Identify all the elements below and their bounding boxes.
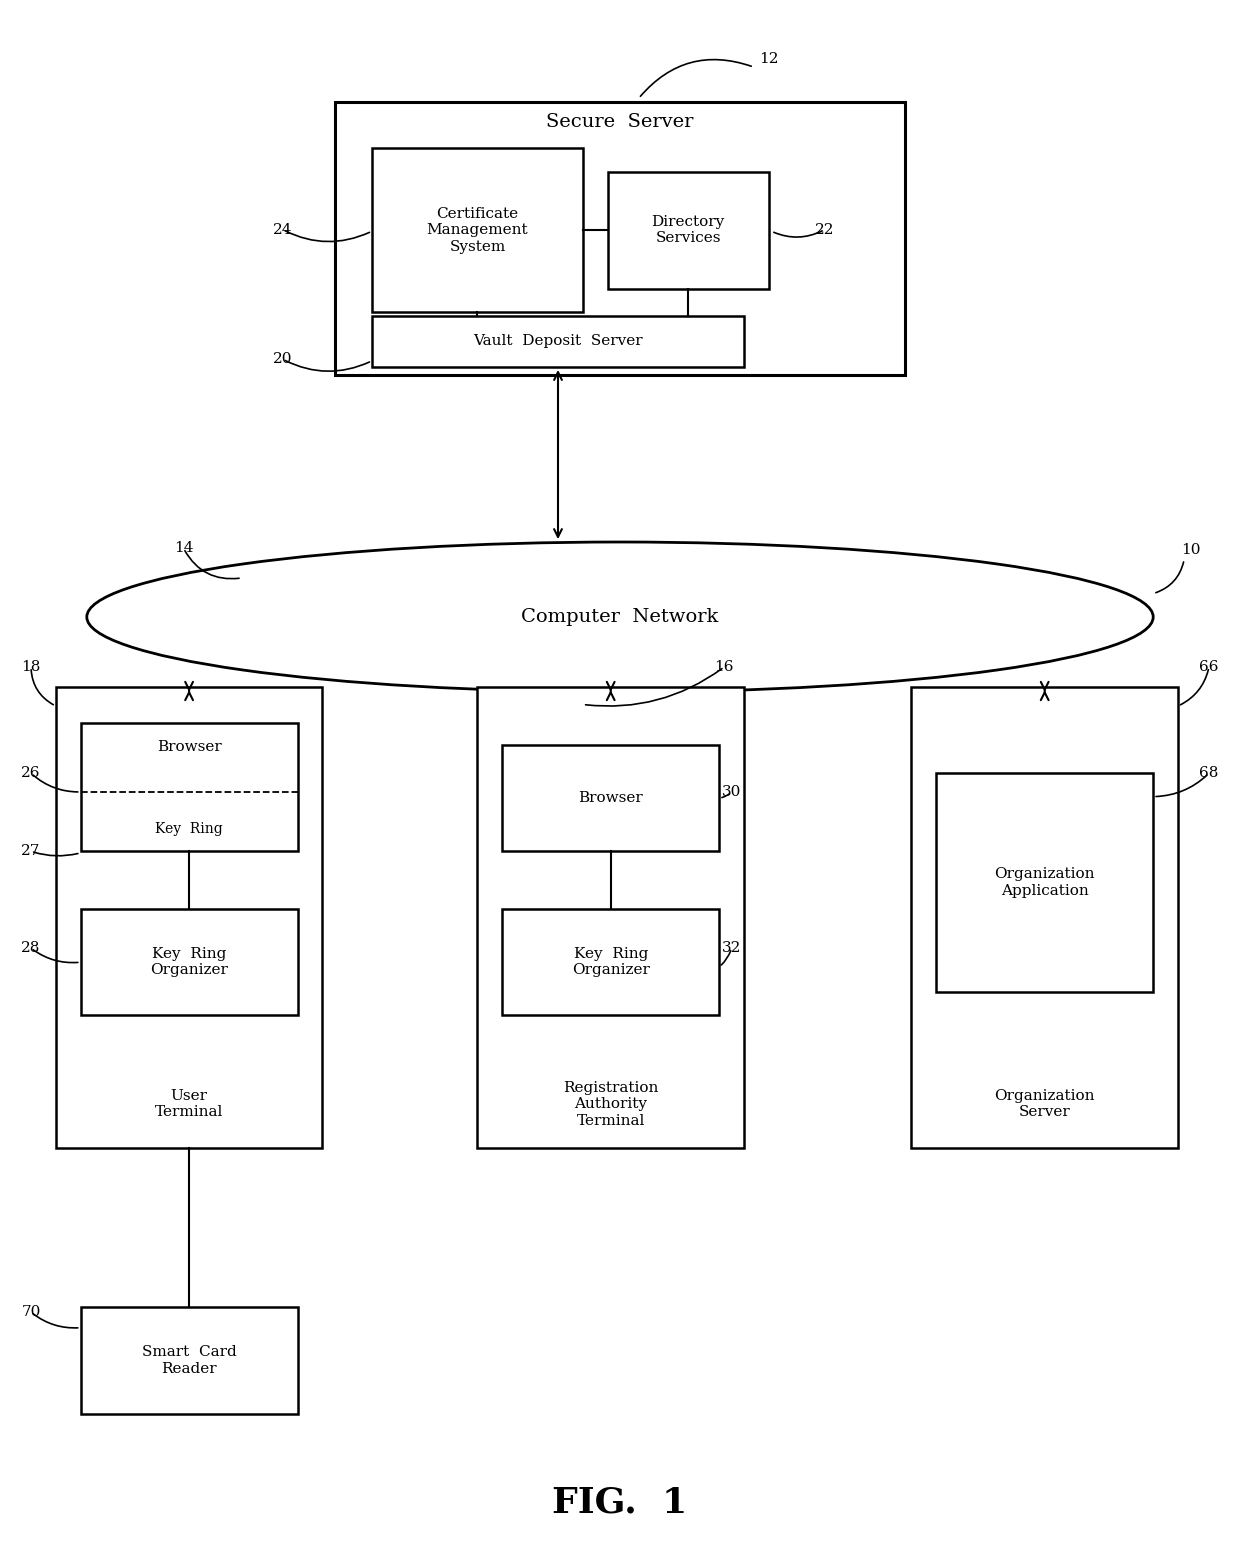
Text: User
Terminal: User Terminal	[155, 1089, 223, 1120]
Text: 10: 10	[1180, 544, 1200, 556]
Bar	[81, 1307, 298, 1414]
Bar	[502, 745, 719, 851]
Text: Organization
Server: Organization Server	[994, 1089, 1095, 1120]
Text: 32: 32	[722, 942, 742, 954]
Text: FIG.  1: FIG. 1	[552, 1485, 688, 1520]
Text: Registration
Authority
Terminal: Registration Authority Terminal	[563, 1081, 658, 1128]
Text: Secure  Server: Secure Server	[547, 112, 693, 131]
Text: Organization
Application: Organization Application	[994, 867, 1095, 898]
Text: 12: 12	[759, 53, 779, 66]
Text: Key  Ring
Organizer: Key Ring Organizer	[150, 947, 228, 978]
Text: 16: 16	[714, 661, 734, 673]
Bar	[608, 172, 769, 289]
Bar	[911, 687, 1178, 1148]
Text: Certificate
Management
System: Certificate Management System	[427, 208, 528, 253]
Text: Browser: Browser	[156, 740, 222, 753]
Ellipse shape	[87, 542, 1153, 692]
Text: 22: 22	[815, 223, 835, 236]
Text: Directory
Services: Directory Services	[651, 216, 725, 245]
Text: 18: 18	[21, 661, 41, 673]
Text: 27: 27	[21, 845, 41, 858]
Text: 24: 24	[273, 223, 293, 236]
Bar	[56, 687, 322, 1148]
Text: 28: 28	[21, 942, 41, 954]
Text: Smart  Card
Reader: Smart Card Reader	[141, 1345, 237, 1376]
Bar	[372, 148, 583, 312]
Bar	[477, 687, 744, 1148]
Bar	[335, 102, 905, 375]
Text: 30: 30	[722, 786, 742, 798]
Text: 26: 26	[21, 767, 41, 779]
Bar	[372, 316, 744, 367]
Text: 20: 20	[273, 353, 293, 366]
Text: 68: 68	[1199, 767, 1219, 779]
Bar	[81, 723, 298, 851]
Text: Vault  Deposit  Server: Vault Deposit Server	[474, 334, 642, 348]
Bar	[81, 909, 298, 1015]
Text: Key  Ring: Key Ring	[155, 823, 223, 836]
Text: 70: 70	[21, 1306, 41, 1318]
Text: 14: 14	[174, 542, 193, 555]
Text: Key  Ring
Organizer: Key Ring Organizer	[572, 947, 650, 978]
Text: 66: 66	[1199, 661, 1219, 673]
Text: Computer  Network: Computer Network	[521, 608, 719, 626]
Bar	[936, 773, 1153, 992]
Bar	[502, 909, 719, 1015]
Text: Browser: Browser	[578, 792, 644, 804]
